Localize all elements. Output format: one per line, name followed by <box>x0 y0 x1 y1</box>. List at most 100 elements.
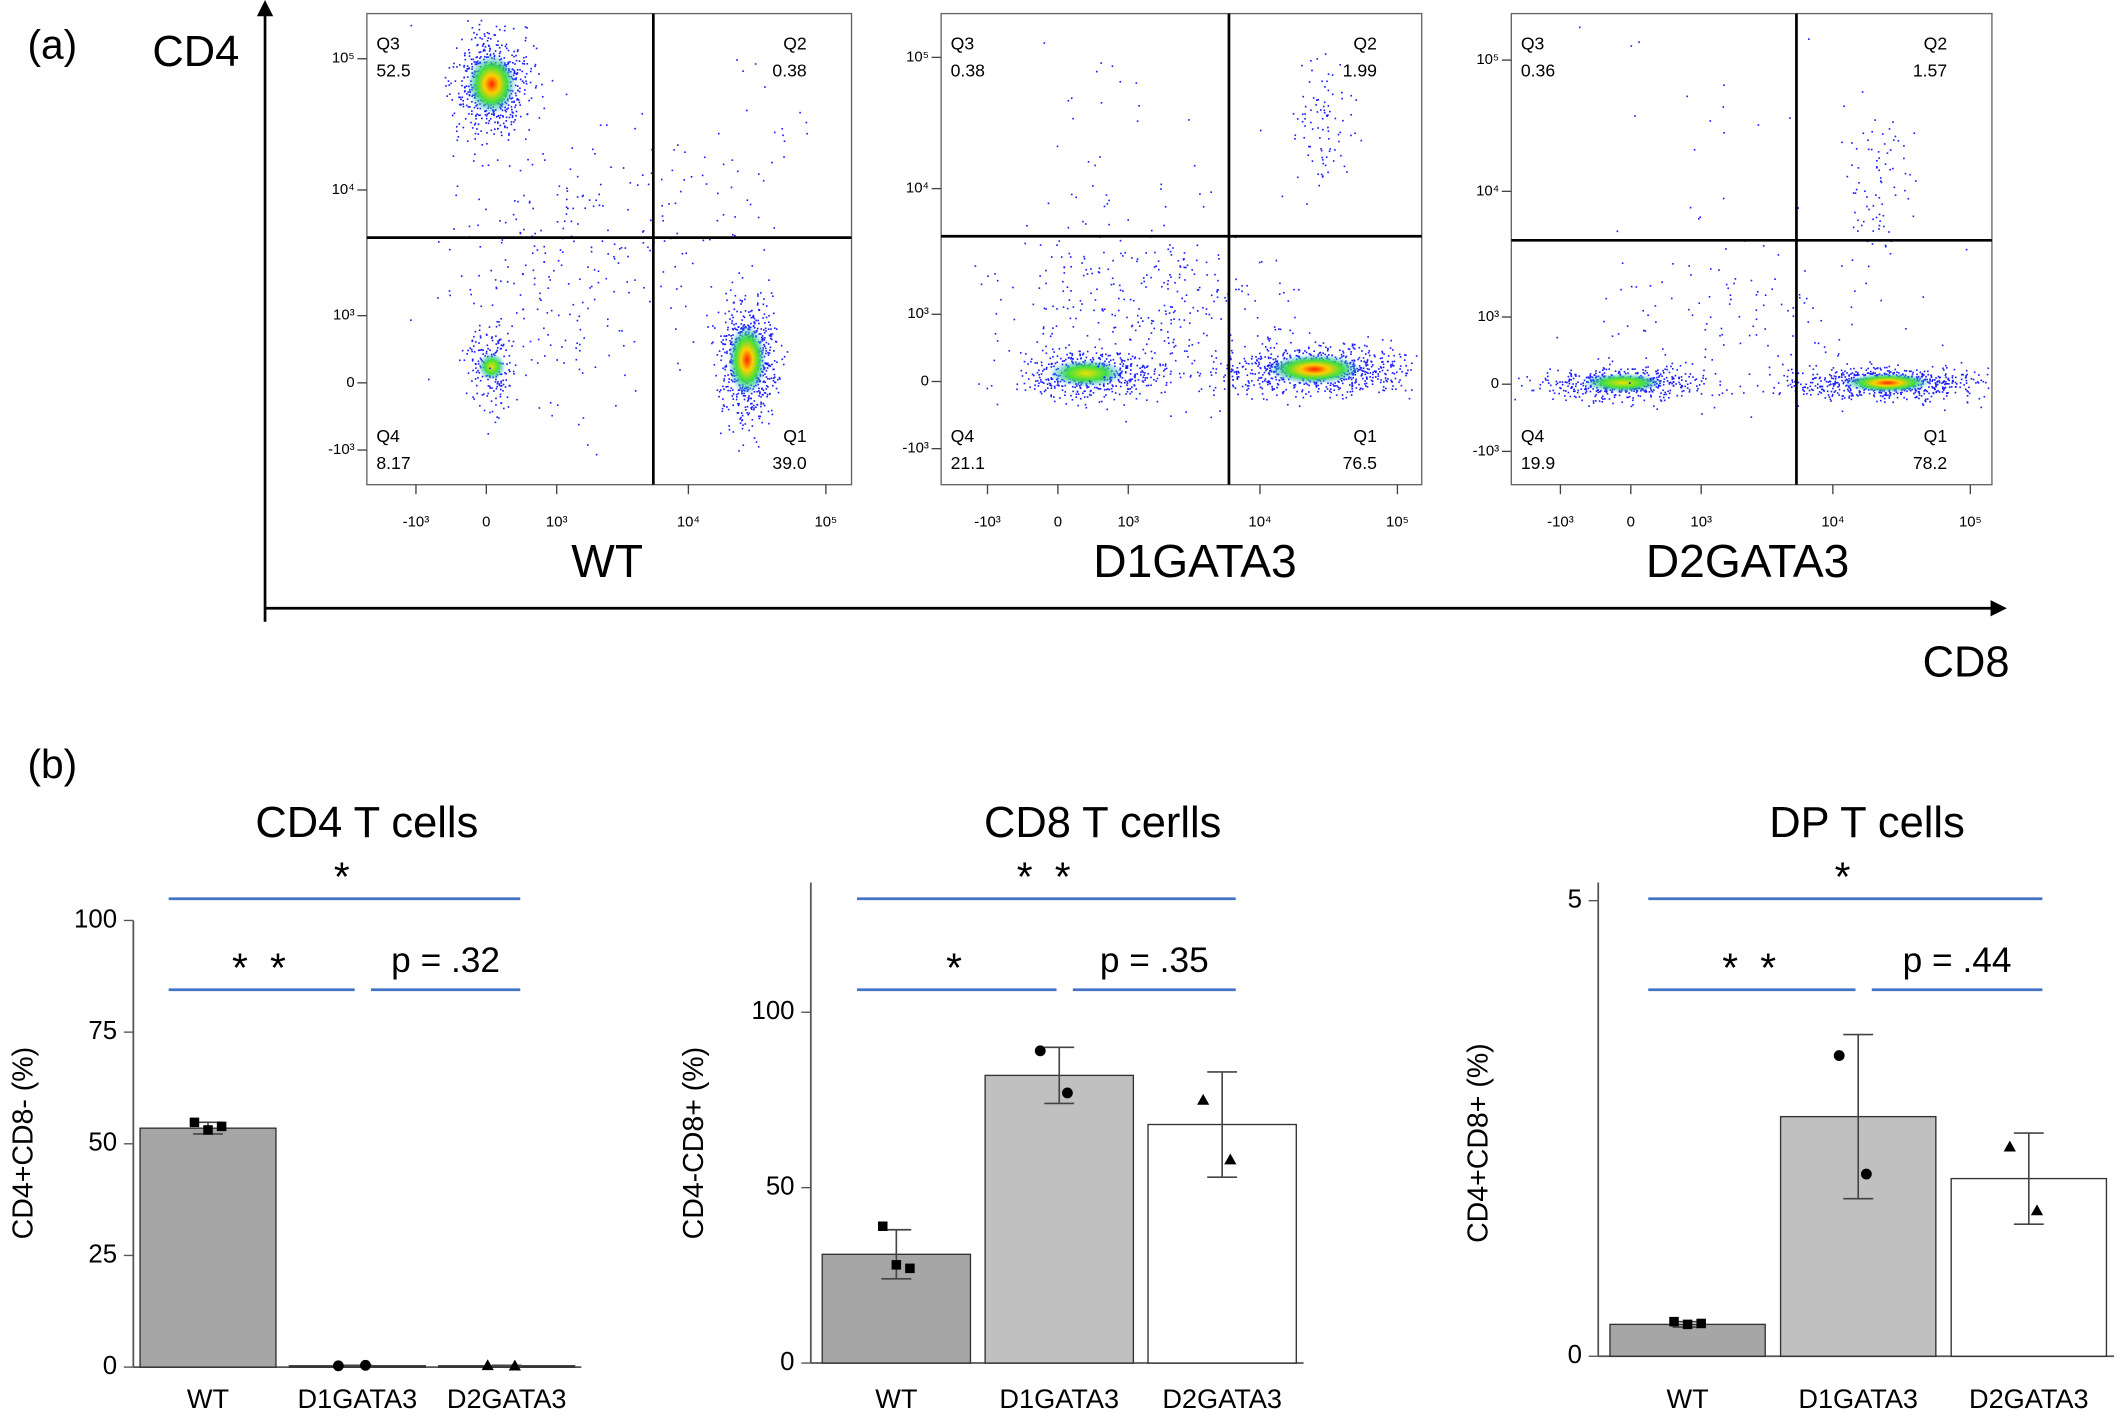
event-cloud <box>410 19 808 456</box>
event-dot <box>1170 254 1173 256</box>
event-dot <box>1301 120 1304 123</box>
event-dot <box>747 398 750 401</box>
event-dot <box>1214 350 1217 352</box>
event-dot <box>1066 286 1069 288</box>
event-dot <box>1335 394 1338 396</box>
event-dot <box>737 392 740 395</box>
event-dot <box>1275 259 1278 262</box>
event-dot <box>649 249 651 252</box>
event-dot <box>1307 154 1310 157</box>
event-dot <box>1145 252 1148 254</box>
event-dot <box>508 116 511 119</box>
sample-name: WT <box>571 535 643 587</box>
event-dot <box>1658 376 1660 378</box>
event-dot <box>493 114 495 116</box>
event-dot <box>663 240 666 242</box>
event-dot <box>1259 386 1262 389</box>
event-dot <box>1559 381 1561 383</box>
event-dot <box>428 378 430 381</box>
event-dot <box>476 113 478 116</box>
event-dot <box>750 408 753 411</box>
event-dot <box>497 128 499 130</box>
event-dot <box>1627 372 1629 375</box>
event-dot <box>744 310 747 312</box>
event-dot <box>1213 389 1215 392</box>
event-dot <box>1878 157 1880 159</box>
event-dot <box>1072 325 1075 328</box>
event-dot <box>489 38 492 40</box>
event-dot <box>1070 265 1072 268</box>
event-dot <box>1817 393 1820 396</box>
event-dot <box>1700 393 1703 395</box>
event-dot <box>768 279 770 281</box>
event-dot <box>484 113 487 116</box>
event-dot <box>508 132 510 135</box>
event-dot <box>1816 373 1819 376</box>
event-dot <box>534 63 537 66</box>
event-dot <box>1351 343 1354 346</box>
event-dot <box>713 364 716 366</box>
event-dot <box>1874 119 1876 121</box>
event-dot <box>1855 148 1858 150</box>
event-dot <box>723 335 726 337</box>
event-dot <box>1661 375 1663 378</box>
event-dot <box>498 321 500 323</box>
event-dot <box>759 292 762 294</box>
event-dot <box>1251 369 1253 371</box>
event-dot <box>1296 176 1299 179</box>
event-dot <box>1691 363 1694 365</box>
event-dot <box>770 377 773 379</box>
event-dot <box>525 72 528 75</box>
event-dot <box>528 129 531 131</box>
event-dot <box>513 282 515 285</box>
event-dot <box>1165 367 1168 370</box>
event-dot <box>1165 381 1168 384</box>
event-dot <box>1783 374 1785 377</box>
event-dot <box>1163 304 1166 307</box>
event-dot <box>496 346 499 349</box>
event-dot <box>1703 382 1705 385</box>
event-dot <box>1117 309 1120 312</box>
event-dot <box>1301 113 1304 116</box>
event-dot <box>1209 385 1211 388</box>
event-dot <box>455 194 457 197</box>
event-dot <box>458 359 461 362</box>
event-dot <box>1878 224 1881 227</box>
event-dot <box>724 351 726 354</box>
event-dot <box>477 360 480 363</box>
event-dot <box>512 213 515 216</box>
event-dot <box>1185 294 1188 297</box>
event-dot <box>1107 354 1110 357</box>
event-dot <box>758 394 760 397</box>
event-dot <box>1867 148 1870 151</box>
event-dot <box>1588 405 1590 407</box>
event-dot <box>1236 377 1239 379</box>
event-dot <box>1042 382 1045 385</box>
event-dot <box>1914 396 1917 399</box>
event-dot <box>539 292 541 295</box>
event-dot <box>1069 317 1072 320</box>
event-dot <box>1952 380 1954 383</box>
event-dot <box>463 66 465 68</box>
event-dot <box>1815 364 1818 367</box>
event-dot <box>1390 339 1393 342</box>
event-dot <box>1688 389 1691 391</box>
event-dot <box>1662 369 1664 372</box>
event-dot <box>761 336 763 339</box>
event-dot <box>721 343 724 345</box>
event-dot <box>1056 355 1059 357</box>
event-dot <box>1237 370 1240 373</box>
event-dot <box>1327 354 1330 356</box>
event-dot <box>777 391 780 394</box>
event-dot <box>1391 360 1394 363</box>
event-dot <box>1819 386 1821 388</box>
event-dot <box>1857 167 1860 169</box>
event-dot <box>1358 356 1361 359</box>
event-dot <box>1095 352 1098 354</box>
event-dot <box>1560 387 1562 390</box>
event-dot <box>1271 377 1274 380</box>
event-dot <box>597 281 600 284</box>
event-dot <box>737 325 740 328</box>
event-dot <box>1293 386 1296 388</box>
event-dot <box>1927 370 1929 373</box>
